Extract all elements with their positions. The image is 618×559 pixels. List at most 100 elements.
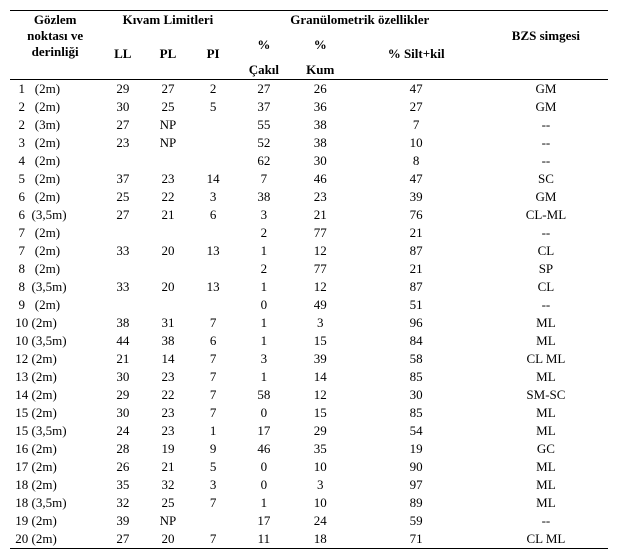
cell-kum: 18 bbox=[292, 530, 348, 549]
cell-obs: 1 (2m) bbox=[10, 80, 100, 99]
cell-kum: 38 bbox=[292, 116, 348, 134]
cell-kum: 39 bbox=[292, 350, 348, 368]
table-row: 4 (2m)62308-- bbox=[10, 152, 608, 170]
cell-kum: 24 bbox=[292, 512, 348, 530]
cell-cakil: 62 bbox=[236, 152, 292, 170]
cell-bzs: -- bbox=[484, 116, 608, 134]
table-row: 15 (3,5m)24231172954ML bbox=[10, 422, 608, 440]
table-row: 13 (2m)3023711485ML bbox=[10, 368, 608, 386]
cell-bzs: CL bbox=[484, 278, 608, 296]
table-row: 20 (2m)27207111871CL ML bbox=[10, 530, 608, 549]
cell-pl: 38 bbox=[145, 332, 190, 350]
cell-cakil: 1 bbox=[236, 278, 292, 296]
cell-obs: 5 (2m) bbox=[10, 170, 100, 188]
cell-obs: 3 (2m) bbox=[10, 134, 100, 152]
cell-pi: 6 bbox=[191, 332, 236, 350]
cell-pl: 14 bbox=[145, 350, 190, 368]
cell-pl bbox=[145, 260, 190, 278]
cell-bzs: ML bbox=[484, 476, 608, 494]
cell-pl: 20 bbox=[145, 278, 190, 296]
cell-cakil: 38 bbox=[236, 188, 292, 206]
cell-ll: 33 bbox=[100, 242, 145, 260]
cell-obs: 16 (2m) bbox=[10, 440, 100, 458]
cell-silt: 84 bbox=[348, 332, 483, 350]
cell-obs: 19 (2m) bbox=[10, 512, 100, 530]
table-row: 3 (2m)23NP523810-- bbox=[10, 134, 608, 152]
header-bzs-spacer bbox=[484, 61, 608, 80]
cell-silt: 71 bbox=[348, 530, 483, 549]
table-row: 14 (2m)29227581230SM-SC bbox=[10, 386, 608, 404]
cell-ll: 27 bbox=[100, 116, 145, 134]
data-table: Gözlem noktası ve derinliği Kıvam Limitl… bbox=[10, 10, 608, 549]
cell-ll: 23 bbox=[100, 134, 145, 152]
cell-pi bbox=[191, 260, 236, 278]
table-body: 1 (2m)29272272647GM 2 (2m)30255373627GM … bbox=[10, 80, 608, 549]
cell-kum: 15 bbox=[292, 404, 348, 422]
cell-pi: 7 bbox=[191, 404, 236, 422]
cell-obs: 7 (2m) bbox=[10, 224, 100, 242]
cell-silt: 59 bbox=[348, 512, 483, 530]
header-silt: % Silt+kil bbox=[348, 29, 483, 80]
cell-obs: 14 (2m) bbox=[10, 386, 100, 404]
cell-pi: 5 bbox=[191, 98, 236, 116]
cell-ll: 30 bbox=[100, 368, 145, 386]
cell-ll: 37 bbox=[100, 170, 145, 188]
table-row: 12 (2m)2114733958CL ML bbox=[10, 350, 608, 368]
cell-ll: 21 bbox=[100, 350, 145, 368]
table-row: 16 (2m)28199463519GC bbox=[10, 440, 608, 458]
table-row: 6 (3,5m)2721632176CL-ML bbox=[10, 206, 608, 224]
cell-kum: 12 bbox=[292, 242, 348, 260]
cell-cakil: 11 bbox=[236, 530, 292, 549]
cell-kum: 35 bbox=[292, 440, 348, 458]
cell-bzs: SC bbox=[484, 170, 608, 188]
cell-cakil: 17 bbox=[236, 512, 292, 530]
cell-cakil: 0 bbox=[236, 404, 292, 422]
cell-pl: 23 bbox=[145, 404, 190, 422]
header-obs-spacer bbox=[10, 61, 100, 80]
cell-pl bbox=[145, 152, 190, 170]
table-row: 9 (2m)04951-- bbox=[10, 296, 608, 314]
cell-pl: 23 bbox=[145, 170, 190, 188]
cell-pi bbox=[191, 116, 236, 134]
cell-ll: 26 bbox=[100, 458, 145, 476]
cell-pi: 7 bbox=[191, 368, 236, 386]
cell-ll: 33 bbox=[100, 278, 145, 296]
cell-cakil: 7 bbox=[236, 170, 292, 188]
table-row: 7 (2m)27721-- bbox=[10, 224, 608, 242]
cell-cakil: 2 bbox=[236, 224, 292, 242]
cell-kum: 77 bbox=[292, 224, 348, 242]
cell-kum: 10 bbox=[292, 494, 348, 512]
cell-pl: 21 bbox=[145, 206, 190, 224]
cell-obs: 12 (2m) bbox=[10, 350, 100, 368]
cell-pi: 13 bbox=[191, 278, 236, 296]
header-kivam: Kıvam Limitleri bbox=[100, 11, 235, 30]
cell-silt: 8 bbox=[348, 152, 483, 170]
cell-silt: 58 bbox=[348, 350, 483, 368]
cell-kum: 77 bbox=[292, 260, 348, 278]
cell-obs: 10 (3,5m) bbox=[10, 332, 100, 350]
cell-bzs: CL ML bbox=[484, 530, 608, 549]
cell-ll: 38 bbox=[100, 314, 145, 332]
cell-cakil: 17 bbox=[236, 422, 292, 440]
cell-ll: 29 bbox=[100, 80, 145, 99]
cell-bzs: GC bbox=[484, 440, 608, 458]
cell-kum: 3 bbox=[292, 314, 348, 332]
header-kum: Kum bbox=[292, 61, 348, 80]
cell-ll: 27 bbox=[100, 206, 145, 224]
cell-silt: 27 bbox=[348, 98, 483, 116]
cell-bzs: -- bbox=[484, 296, 608, 314]
cell-ll: 44 bbox=[100, 332, 145, 350]
cell-kum: 29 bbox=[292, 422, 348, 440]
cell-pl: NP bbox=[145, 512, 190, 530]
header-cakil: Çakıl bbox=[236, 61, 292, 80]
cell-silt: 89 bbox=[348, 494, 483, 512]
cell-ll: 35 bbox=[100, 476, 145, 494]
cell-pl: 25 bbox=[145, 494, 190, 512]
cell-pi: 3 bbox=[191, 476, 236, 494]
header-ll: LL bbox=[100, 29, 145, 80]
cell-kum: 49 bbox=[292, 296, 348, 314]
cell-pl: 31 bbox=[145, 314, 190, 332]
cell-pl: 25 bbox=[145, 98, 190, 116]
cell-pi: 7 bbox=[191, 386, 236, 404]
cell-obs: 8 (3,5m) bbox=[10, 278, 100, 296]
